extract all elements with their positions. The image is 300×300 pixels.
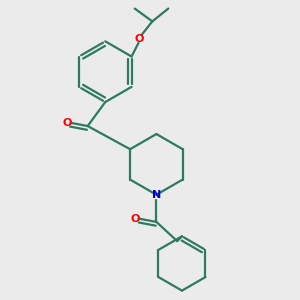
Text: O: O xyxy=(135,34,144,44)
Text: O: O xyxy=(131,214,140,224)
Text: N: N xyxy=(152,190,161,200)
Text: O: O xyxy=(62,118,72,128)
